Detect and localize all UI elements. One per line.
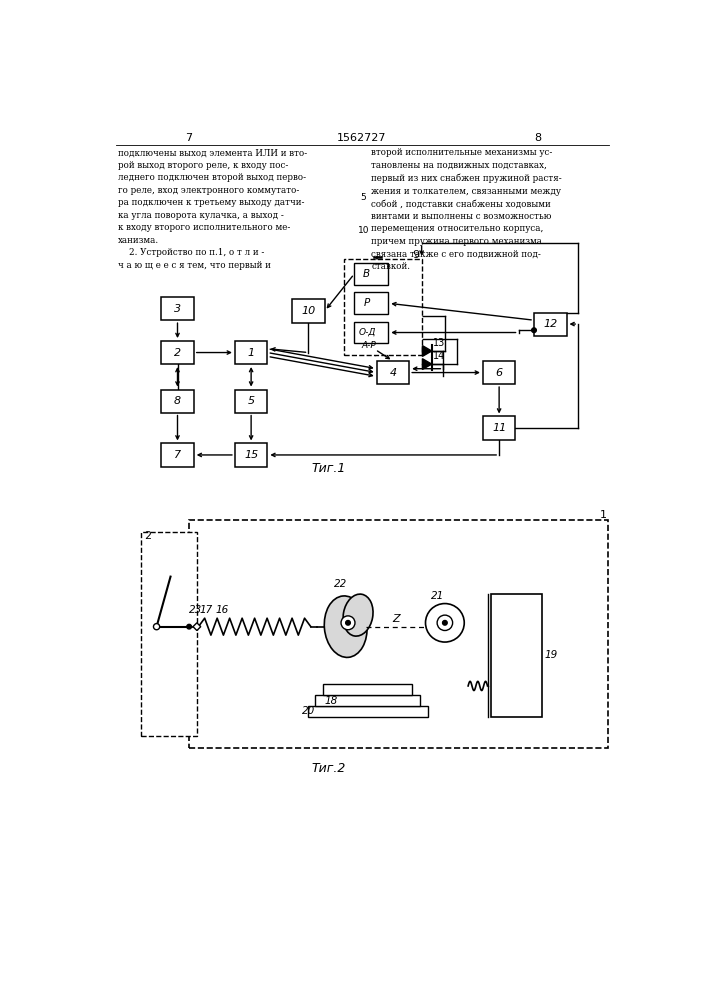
Text: 19: 19	[544, 650, 558, 660]
Text: 16: 16	[215, 605, 228, 615]
Circle shape	[532, 328, 537, 333]
Text: 5: 5	[361, 192, 366, 202]
Text: 15: 15	[244, 450, 258, 460]
Bar	[534, 312, 566, 336]
Polygon shape	[422, 346, 432, 356]
Bar	[161, 341, 194, 364]
Bar	[235, 443, 267, 466]
Bar	[354, 292, 388, 314]
Bar	[491, 594, 542, 717]
Bar	[308, 706, 428, 717]
Bar	[315, 695, 420, 706]
Bar	[161, 443, 194, 466]
Circle shape	[443, 620, 448, 625]
Text: 1: 1	[247, 348, 255, 358]
Bar	[483, 361, 515, 384]
Bar	[354, 322, 388, 343]
Text: 6: 6	[496, 368, 503, 378]
Text: 1562727: 1562727	[337, 133, 387, 143]
Bar	[377, 361, 409, 384]
Text: 8: 8	[174, 396, 181, 406]
Text: О-Д: О-Д	[358, 328, 376, 337]
Text: 21: 21	[431, 591, 444, 601]
Text: 10: 10	[301, 306, 315, 316]
Text: Z: Z	[392, 614, 399, 624]
Text: 11: 11	[492, 423, 506, 433]
Text: 4: 4	[390, 368, 397, 378]
Text: 5: 5	[247, 396, 255, 406]
Circle shape	[437, 615, 452, 631]
Text: 9: 9	[412, 250, 419, 260]
Circle shape	[346, 620, 351, 625]
Text: 22: 22	[334, 579, 347, 589]
Text: 23: 23	[189, 605, 202, 615]
Bar	[235, 389, 267, 413]
Text: 17: 17	[199, 605, 213, 615]
Bar	[189, 520, 607, 748]
Bar	[235, 341, 267, 364]
Circle shape	[341, 616, 355, 630]
Polygon shape	[193, 623, 201, 631]
Ellipse shape	[325, 596, 367, 657]
Bar	[141, 532, 197, 736]
Polygon shape	[422, 359, 432, 369]
Text: B: B	[363, 269, 370, 279]
Text: 2: 2	[144, 531, 151, 541]
Text: 14: 14	[433, 351, 445, 361]
Text: 18: 18	[325, 696, 337, 706]
Bar	[161, 389, 194, 413]
Circle shape	[426, 604, 464, 642]
Text: 8: 8	[534, 133, 542, 143]
Text: P: P	[363, 298, 370, 308]
Text: второй исполнительные механизмы ус-
тановлены на подвижных подставках,
первый из: второй исполнительные механизмы ус- тано…	[371, 148, 562, 271]
Text: А-Р: А-Р	[361, 341, 376, 350]
Text: 7: 7	[185, 133, 193, 143]
Text: 7: 7	[174, 450, 181, 460]
Text: 10: 10	[358, 226, 369, 235]
Bar	[161, 297, 194, 320]
Text: 13: 13	[433, 338, 445, 348]
Text: подключены выход элемента ИЛИ и вто-
рой выход второго реле, к входу пос-
леднег: подключены выход элемента ИЛИ и вто- рой…	[118, 148, 307, 270]
Text: 12: 12	[543, 319, 557, 329]
Bar	[344, 259, 421, 355]
Bar	[354, 263, 388, 285]
Bar	[292, 299, 325, 323]
Ellipse shape	[343, 594, 373, 636]
Bar	[323, 684, 412, 695]
Text: Τиг.2: Τиг.2	[312, 762, 346, 775]
Text: 20: 20	[302, 706, 315, 716]
Text: Τиг.1: Τиг.1	[312, 462, 346, 475]
Circle shape	[187, 624, 192, 629]
Text: 3: 3	[174, 304, 181, 314]
Circle shape	[153, 624, 160, 630]
Bar	[483, 416, 515, 440]
Text: 2: 2	[174, 348, 181, 358]
Text: 1: 1	[600, 510, 607, 520]
